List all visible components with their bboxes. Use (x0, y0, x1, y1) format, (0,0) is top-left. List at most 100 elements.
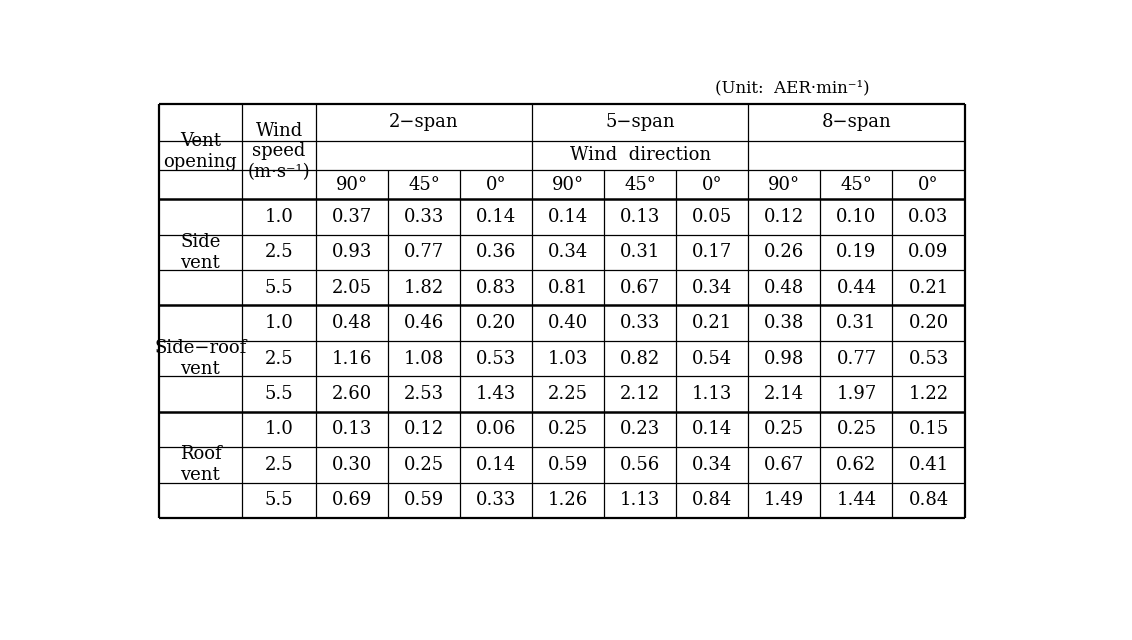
Text: 0.77: 0.77 (404, 243, 444, 261)
Text: 1.44: 1.44 (837, 492, 876, 509)
Text: 0.19: 0.19 (837, 243, 876, 261)
Text: Wind
speed
(m·s⁻¹): Wind speed (m·s⁻¹) (248, 122, 310, 181)
Text: 0.44: 0.44 (837, 279, 876, 297)
Text: 0.82: 0.82 (620, 349, 660, 367)
Text: 0.15: 0.15 (908, 420, 949, 438)
Text: 1.08: 1.08 (404, 349, 444, 367)
Text: 1.03: 1.03 (548, 349, 589, 367)
Text: 0.33: 0.33 (620, 314, 660, 332)
Text: 1.0: 1.0 (265, 314, 293, 332)
Text: 90°: 90° (552, 175, 584, 193)
Text: 2.5: 2.5 (265, 456, 293, 474)
Text: 0.34: 0.34 (692, 456, 732, 474)
Text: 0.48: 0.48 (764, 279, 805, 297)
Text: 0.84: 0.84 (692, 492, 732, 509)
Text: 0.46: 0.46 (404, 314, 444, 332)
Text: 0.25: 0.25 (548, 420, 589, 438)
Text: 5.5: 5.5 (265, 492, 293, 509)
Text: 0.23: 0.23 (620, 420, 660, 438)
Text: 2.53: 2.53 (404, 385, 444, 403)
Text: 0.05: 0.05 (692, 208, 732, 226)
Text: 0.40: 0.40 (548, 314, 589, 332)
Text: 0.33: 0.33 (475, 492, 516, 509)
Text: 0.03: 0.03 (908, 208, 949, 226)
Text: 0.25: 0.25 (837, 420, 876, 438)
Text: Vent
opening: Vent opening (163, 132, 238, 171)
Text: 0.67: 0.67 (620, 279, 660, 297)
Text: 0°: 0° (486, 175, 506, 193)
Text: 0°: 0° (702, 175, 722, 193)
Text: 0.06: 0.06 (475, 420, 516, 438)
Text: 0.34: 0.34 (692, 279, 732, 297)
Text: 2.14: 2.14 (764, 385, 805, 403)
Text: 0.69: 0.69 (332, 492, 372, 509)
Text: 0.83: 0.83 (475, 279, 516, 297)
Text: 1.16: 1.16 (332, 349, 372, 367)
Text: 1.43: 1.43 (475, 385, 516, 403)
Text: 90°: 90° (769, 175, 800, 193)
Text: 0.31: 0.31 (837, 314, 876, 332)
Text: 0.59: 0.59 (404, 492, 444, 509)
Text: 2−span: 2−span (389, 113, 458, 131)
Text: 0.14: 0.14 (548, 208, 589, 226)
Text: 0.53: 0.53 (475, 349, 516, 367)
Text: 0.93: 0.93 (332, 243, 372, 261)
Text: 1.97: 1.97 (837, 385, 876, 403)
Text: 0.84: 0.84 (908, 492, 949, 509)
Text: 0.13: 0.13 (620, 208, 660, 226)
Text: 0.20: 0.20 (475, 314, 516, 332)
Text: Side
vent: Side vent (180, 233, 221, 272)
Text: 2.25: 2.25 (548, 385, 589, 403)
Text: 0.98: 0.98 (764, 349, 805, 367)
Text: 0.09: 0.09 (908, 243, 949, 261)
Text: 5.5: 5.5 (265, 385, 293, 403)
Text: 1.49: 1.49 (764, 492, 805, 509)
Text: 1.26: 1.26 (548, 492, 589, 509)
Text: 0.54: 0.54 (693, 349, 732, 367)
Text: 0.13: 0.13 (332, 420, 372, 438)
Text: 0.41: 0.41 (908, 456, 949, 474)
Text: 0.25: 0.25 (764, 420, 805, 438)
Text: 0°: 0° (918, 175, 938, 193)
Text: 0.38: 0.38 (764, 314, 805, 332)
Text: 45°: 45° (624, 175, 657, 193)
Text: 0.26: 0.26 (764, 243, 805, 261)
Text: 1.13: 1.13 (692, 385, 732, 403)
Text: 8−span: 8−span (822, 113, 891, 131)
Text: 0.12: 0.12 (404, 420, 444, 438)
Text: 1.22: 1.22 (909, 385, 949, 403)
Text: 0.25: 0.25 (404, 456, 444, 474)
Text: 0.81: 0.81 (548, 279, 589, 297)
Text: 0.77: 0.77 (837, 349, 876, 367)
Text: 0.33: 0.33 (404, 208, 444, 226)
Text: 45°: 45° (408, 175, 440, 193)
Text: 0.34: 0.34 (548, 243, 589, 261)
Text: 0.53: 0.53 (908, 349, 949, 367)
Text: 1.13: 1.13 (620, 492, 660, 509)
Text: 0.56: 0.56 (620, 456, 660, 474)
Text: 0.21: 0.21 (908, 279, 949, 297)
Text: 0.12: 0.12 (764, 208, 805, 226)
Text: 2.5: 2.5 (265, 349, 293, 367)
Text: 0.62: 0.62 (837, 456, 876, 474)
Text: 0.48: 0.48 (332, 314, 372, 332)
Text: Roof
vent: Roof vent (180, 445, 221, 484)
Text: 0.67: 0.67 (764, 456, 805, 474)
Text: 2.12: 2.12 (620, 385, 660, 403)
Text: 0.10: 0.10 (837, 208, 876, 226)
Text: 0.14: 0.14 (692, 420, 732, 438)
Text: 0.36: 0.36 (475, 243, 516, 261)
Text: 0.14: 0.14 (475, 208, 516, 226)
Text: 2.60: 2.60 (332, 385, 372, 403)
Text: 0.21: 0.21 (692, 314, 732, 332)
Text: 0.17: 0.17 (692, 243, 732, 261)
Text: (Unit:  AER·min⁻¹): (Unit: AER·min⁻¹) (715, 80, 869, 97)
Text: 0.59: 0.59 (548, 456, 589, 474)
Text: 5−span: 5−span (606, 113, 675, 131)
Text: 1.82: 1.82 (404, 279, 444, 297)
Text: 5.5: 5.5 (265, 279, 293, 297)
Text: 0.31: 0.31 (620, 243, 660, 261)
Text: 90°: 90° (336, 175, 368, 193)
Text: Side−roof
vent: Side−roof vent (154, 339, 247, 378)
Text: 45°: 45° (840, 175, 873, 193)
